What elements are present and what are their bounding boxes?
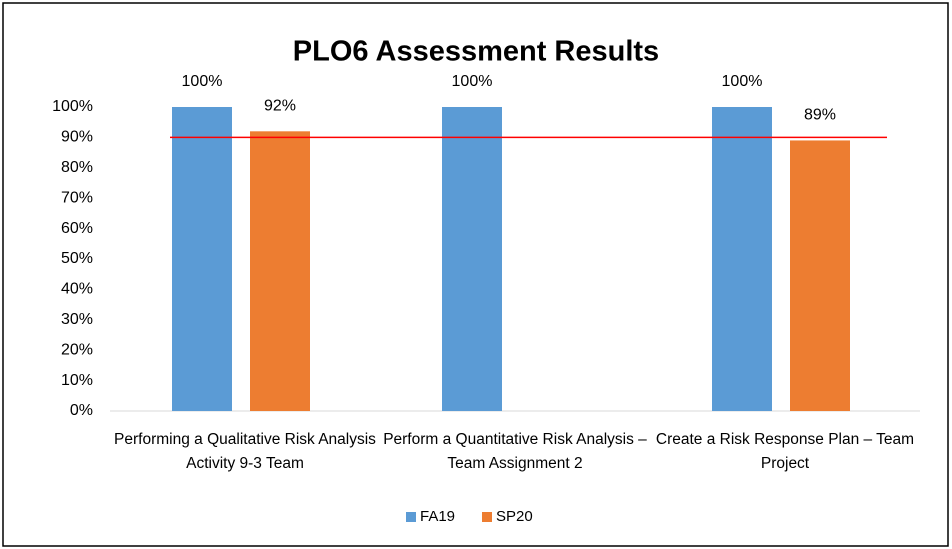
y-tick-label: 10%	[61, 372, 93, 389]
bar	[172, 107, 232, 411]
legend-label: FA19	[420, 508, 455, 525]
y-tick-label: 0%	[70, 402, 93, 419]
bar	[790, 140, 850, 411]
x-tick-label: Performing a Qualitative Risk Analysis A…	[114, 431, 376, 472]
chart-title: PLO6 Assessment Results	[293, 36, 659, 68]
legend-swatch	[406, 512, 416, 522]
y-tick-label: 80%	[61, 159, 93, 176]
data-label: 89%	[804, 107, 836, 124]
bar	[442, 107, 502, 411]
bar	[250, 131, 310, 411]
legend-swatch	[482, 512, 492, 522]
y-tick-label: 40%	[61, 281, 93, 298]
data-label: 100%	[452, 73, 493, 90]
data-label: 100%	[722, 73, 763, 90]
y-tick-label: 30%	[61, 311, 93, 328]
data-label: 92%	[264, 98, 296, 115]
y-tick-label: 60%	[61, 220, 93, 237]
y-tick-label: 20%	[61, 341, 93, 358]
y-tick-label: 90%	[61, 129, 93, 146]
y-tick-label: 70%	[61, 189, 93, 206]
x-tick-label: Create a Risk Response Plan – Team Proje…	[655, 431, 915, 472]
y-tick-label: 50%	[61, 250, 93, 267]
x-tick-label: Perform a Quantitative Risk Analysis – T…	[383, 431, 647, 472]
bar	[712, 107, 772, 411]
legend-label: SP20	[496, 508, 533, 525]
y-tick-label: 100%	[52, 98, 93, 115]
data-label: 100%	[182, 73, 223, 90]
